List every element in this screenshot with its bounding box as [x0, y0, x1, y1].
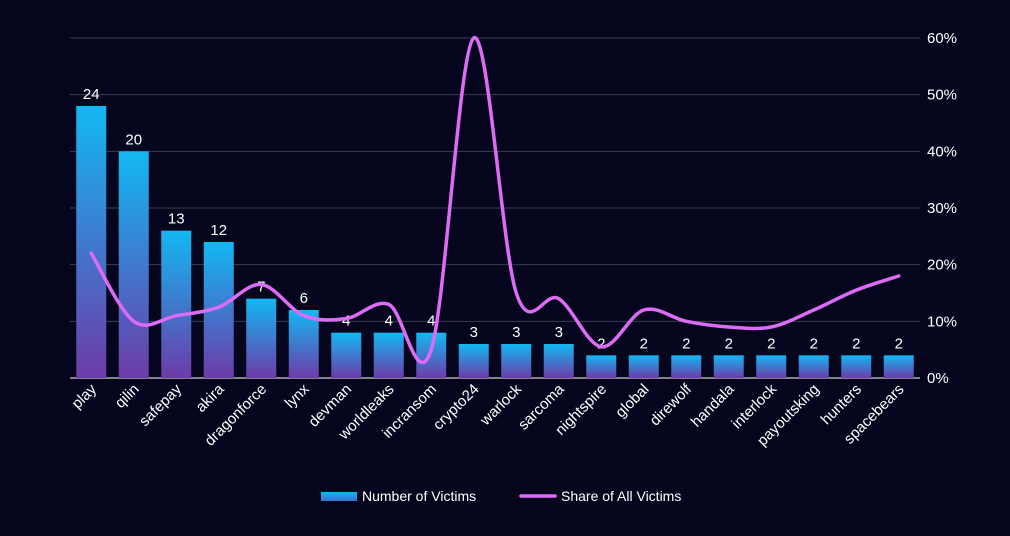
share-line	[89, 36, 901, 365]
y-tick-label: 50%	[927, 87, 957, 104]
y-tick-label: 60%	[927, 30, 957, 47]
data-label-spacebears: 2	[895, 335, 903, 352]
data-label-handala: 2	[725, 335, 733, 352]
legend-bar-label: Number of Victims	[362, 488, 476, 504]
x-tick-label-play: play	[69, 380, 101, 412]
data-labels: 24 20 13 12 7 6 4 4 4 3 3 3 2 2 2 2 2 2 2 2	[83, 86, 903, 352]
bar-devman	[331, 332, 362, 378]
bar-incransom	[416, 332, 447, 378]
x-tick-label-direwolf: direwolf	[647, 380, 696, 429]
data-label-interlock: 2	[767, 335, 775, 352]
bar-qilin	[118, 151, 149, 378]
legend-line-label: Share of All Victims	[561, 488, 681, 504]
x-tick-label-lynx: lynx	[282, 380, 313, 411]
data-label-nightspire: 2	[597, 335, 605, 352]
bar-dragonforce	[246, 298, 277, 378]
data-label-direwolf: 2	[682, 335, 690, 352]
bar-interlock	[756, 355, 787, 378]
y-tick-label: 20%	[927, 257, 957, 274]
bar-payoutsking	[798, 355, 829, 378]
data-label-akira: 12	[210, 222, 227, 239]
y-tick-label: 0%	[927, 370, 949, 387]
data-label-dragonforce: 7	[257, 279, 265, 296]
data-label-payoutsking: 2	[810, 335, 818, 352]
data-label-qilin: 20	[125, 131, 142, 148]
y-tick-label: 10%	[927, 313, 957, 330]
x-tick-label-crypto24: crypto24	[430, 381, 483, 434]
data-label-lynx: 6	[300, 290, 308, 307]
bar-safepay	[161, 230, 192, 378]
y-tick-label: 40%	[927, 143, 957, 160]
bar-hunters	[841, 355, 872, 378]
share-of-all-victims-line	[89, 36, 901, 365]
bar-spacebears	[883, 355, 914, 378]
x-tick-label-safepay: safepay	[136, 380, 186, 430]
x-tick-label-qilin: qilin	[112, 381, 143, 412]
data-label-play: 24	[83, 86, 100, 103]
data-label-warlock: 3	[512, 324, 520, 341]
x-tick-label-akira: akira	[193, 380, 228, 415]
data-label-worldleaks: 4	[385, 313, 393, 330]
bar-warlock	[501, 344, 532, 378]
bar-play	[76, 106, 107, 378]
bar-direwolf	[671, 355, 702, 378]
bar-handala	[713, 355, 744, 378]
right-axis-ticks: 0% 10% 20% 30% 40% 50% 60%	[927, 30, 957, 387]
x-tick-label-global: global	[612, 381, 652, 421]
bar-sarcoma	[543, 344, 574, 378]
bar-crypto24	[458, 344, 489, 378]
grid-lines	[70, 37, 920, 379]
legend: Number of Victims Share of All Victims	[321, 488, 681, 504]
y-tick-label: 30%	[927, 200, 957, 217]
data-label-hunters: 2	[852, 335, 860, 352]
data-label-sarcoma: 3	[555, 324, 563, 341]
data-label-crypto24: 3	[470, 324, 478, 341]
data-label-global: 2	[640, 335, 648, 352]
bars	[76, 106, 914, 378]
data-label-safepay: 13	[168, 211, 185, 228]
legend-bar-swatch	[321, 492, 357, 501]
bar-worldleaks	[373, 332, 404, 378]
data-label-incransom: 4	[427, 313, 435, 330]
bar-lynx	[288, 310, 319, 378]
bar-nightspire	[586, 355, 617, 378]
bar-global	[628, 355, 659, 378]
data-label-devman: 4	[342, 313, 350, 330]
